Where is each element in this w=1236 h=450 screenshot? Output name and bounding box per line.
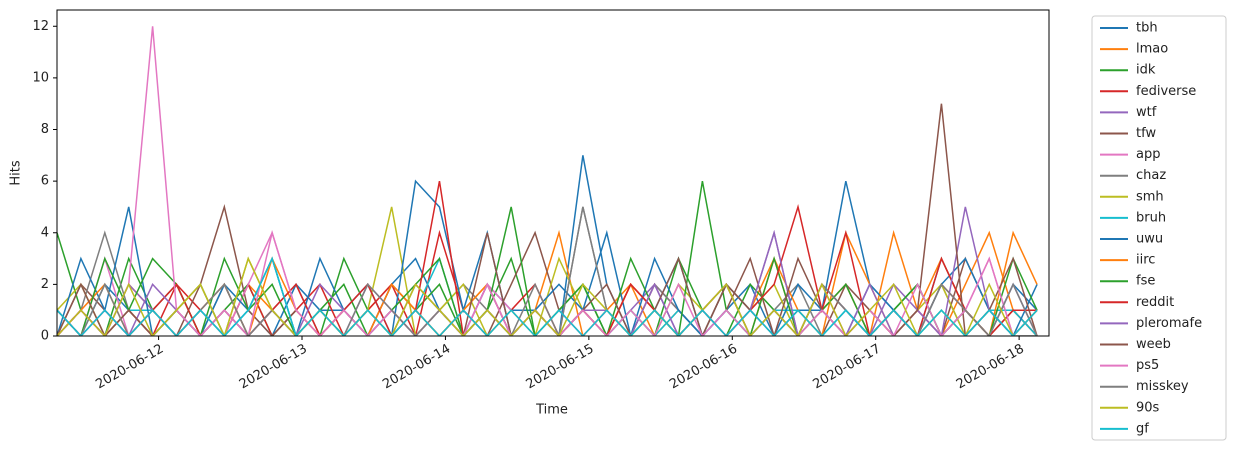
legend-label: idk — [1136, 63, 1156, 78]
y-tick-label: 8 — [41, 122, 49, 137]
series-line — [57, 229, 1038, 336]
series-line — [57, 26, 1038, 336]
series-line — [57, 256, 1038, 336]
legend-label: chaz — [1136, 168, 1166, 183]
legend-label: iirc — [1136, 253, 1155, 268]
legend-label: gf — [1136, 421, 1149, 436]
legend-label: misskey — [1136, 379, 1189, 394]
x-tick-label: 2020-06-16 — [667, 342, 740, 393]
y-tick-label: 6 — [41, 174, 49, 189]
y-tick-label: 2 — [41, 277, 49, 292]
legend-label: pleromafe — [1136, 316, 1202, 331]
legend-label: lmao — [1136, 42, 1168, 57]
x-tick-label: 2020-06-17 — [811, 342, 884, 393]
legend-label: ps5 — [1136, 358, 1159, 373]
y-tick-label: 4 — [41, 225, 49, 240]
legend-label: app — [1136, 147, 1160, 162]
legend-label: tbh — [1136, 21, 1158, 36]
plot-frame — [56, 9, 1050, 337]
x-tick-label: 2020-06-15 — [524, 342, 597, 393]
legend-label: wtf — [1136, 105, 1157, 120]
legend-label: smh — [1136, 189, 1164, 204]
x-tick-label: 2020-06-12 — [93, 342, 166, 393]
x-tick-label: 2020-06-18 — [954, 342, 1027, 393]
legend-label: fse — [1136, 274, 1155, 289]
legend-label: bruh — [1136, 210, 1166, 225]
x-tick-label: 2020-06-14 — [380, 342, 453, 393]
series-line — [57, 103, 1038, 336]
y-axis-label: Hits — [9, 160, 24, 185]
legend-label: 90s — [1136, 400, 1160, 415]
y-tick-label: 10 — [32, 70, 49, 85]
series-line — [57, 180, 1038, 336]
x-axis-label: Time — [535, 403, 568, 418]
y-tick-label: 12 — [32, 19, 49, 34]
legend-label: tfw — [1136, 126, 1156, 141]
series-line — [57, 204, 1038, 336]
y-tick-label: 0 — [41, 329, 49, 344]
legend-label: uwu — [1136, 232, 1163, 247]
legend-box — [1091, 15, 1227, 441]
series-line — [57, 180, 1038, 336]
legend-label: weeb — [1136, 337, 1171, 352]
series-line — [57, 179, 1038, 336]
legend-label: reddit — [1136, 295, 1174, 310]
x-tick-label: 2020-06-13 — [237, 342, 310, 393]
legend-label: fediverse — [1136, 84, 1196, 99]
